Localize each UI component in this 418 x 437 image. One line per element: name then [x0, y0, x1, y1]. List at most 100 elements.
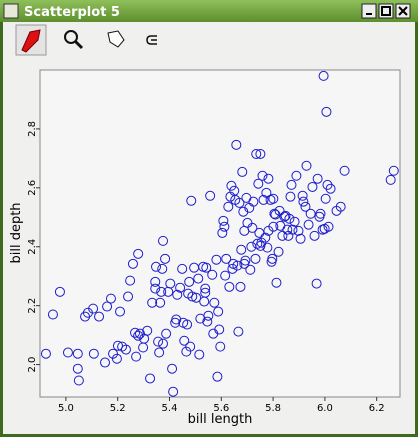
point	[248, 196, 259, 207]
x-tick-label: 5.0	[58, 403, 74, 414]
point	[307, 181, 318, 192]
point	[234, 197, 245, 208]
point	[200, 287, 211, 298]
point	[217, 227, 228, 238]
point	[123, 291, 134, 302]
point	[207, 269, 218, 280]
point	[318, 70, 329, 81]
point	[309, 230, 320, 241]
point	[165, 278, 176, 289]
point	[112, 340, 123, 351]
point	[153, 336, 164, 347]
point	[255, 148, 266, 159]
point	[154, 347, 165, 358]
point	[171, 314, 182, 325]
point	[303, 219, 314, 230]
minimize-button[interactable]	[361, 3, 377, 19]
point	[323, 221, 334, 232]
point	[47, 309, 58, 320]
x-tick-label: 6.2	[369, 403, 385, 414]
point	[247, 222, 258, 233]
point	[73, 375, 84, 386]
point	[388, 165, 399, 176]
zoom-tool[interactable]	[64, 30, 78, 44]
window-buttons	[361, 3, 411, 19]
point	[179, 335, 190, 346]
point	[213, 306, 224, 317]
point	[182, 319, 193, 330]
point	[187, 291, 198, 302]
point	[240, 255, 251, 266]
x-tick-label: 6.0	[317, 403, 333, 414]
point	[291, 170, 302, 181]
point	[335, 201, 346, 212]
point	[223, 201, 234, 212]
point	[151, 261, 162, 272]
point	[158, 338, 169, 349]
point	[297, 190, 308, 201]
subset-tool[interactable]	[146, 35, 157, 45]
point	[133, 248, 144, 259]
point	[54, 286, 65, 297]
point	[289, 216, 300, 227]
point	[88, 303, 99, 314]
point	[161, 328, 172, 339]
point	[147, 297, 158, 308]
point	[203, 310, 214, 321]
point	[102, 301, 113, 312]
point	[252, 238, 263, 249]
y-tick-label: 2.6	[27, 180, 38, 196]
point	[111, 353, 122, 364]
point	[251, 148, 262, 159]
pan-tool[interactable]	[107, 30, 125, 48]
point	[312, 173, 323, 184]
point	[260, 232, 271, 243]
point	[284, 213, 295, 224]
point	[257, 170, 268, 181]
point	[300, 201, 311, 212]
point	[88, 348, 99, 359]
point	[221, 253, 232, 264]
point	[267, 253, 278, 264]
point	[94, 311, 105, 322]
y-axis-label: bill depth	[9, 202, 24, 263]
point	[214, 324, 225, 335]
point	[145, 373, 156, 384]
point	[40, 348, 51, 359]
point	[131, 351, 142, 362]
point	[130, 327, 141, 338]
point	[236, 244, 247, 255]
x-tick-label: 5.2	[110, 403, 126, 414]
point	[218, 215, 229, 226]
y-tick-label: 2.8	[27, 121, 38, 137]
point	[285, 191, 296, 202]
point	[215, 341, 226, 352]
point	[298, 196, 309, 207]
point	[315, 208, 326, 219]
point	[105, 293, 116, 304]
point	[339, 165, 350, 176]
point	[142, 325, 153, 336]
window-icon[interactable]	[3, 3, 19, 19]
point	[150, 276, 161, 287]
zoom-handle	[73, 39, 84, 50]
point	[120, 344, 131, 355]
point	[226, 180, 237, 191]
point	[250, 253, 261, 264]
point	[321, 106, 332, 117]
point	[263, 173, 274, 184]
point	[305, 208, 316, 219]
point	[194, 349, 205, 360]
point	[202, 316, 213, 327]
point	[127, 258, 138, 269]
point	[293, 225, 304, 236]
point	[258, 194, 269, 205]
select-icon	[21, 29, 41, 53]
point	[227, 263, 238, 274]
point	[158, 235, 169, 246]
point	[181, 346, 192, 357]
point	[295, 233, 306, 244]
point	[256, 237, 267, 248]
point	[200, 283, 211, 294]
select-tool[interactable]	[15, 24, 47, 56]
